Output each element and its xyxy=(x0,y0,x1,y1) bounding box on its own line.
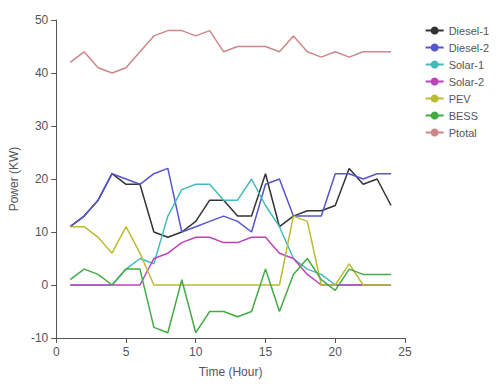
svg-text:Solar-2: Solar-2 xyxy=(449,76,484,88)
svg-text:5: 5 xyxy=(123,345,130,359)
svg-text:20: 20 xyxy=(35,172,49,186)
svg-text:40: 40 xyxy=(35,66,49,80)
svg-text:10: 10 xyxy=(189,345,203,359)
svg-text:Time (Hour): Time (Hour) xyxy=(199,365,263,379)
svg-text:Solar-1: Solar-1 xyxy=(449,59,484,71)
svg-text:BESS: BESS xyxy=(449,110,478,122)
svg-text:Diesel-2: Diesel-2 xyxy=(449,42,489,54)
svg-text:0: 0 xyxy=(42,278,49,292)
svg-text:25: 25 xyxy=(398,345,412,359)
svg-text:10: 10 xyxy=(35,225,49,239)
svg-text:Diesel-1: Diesel-1 xyxy=(449,25,489,37)
svg-text:Power (KW): Power (KW) xyxy=(7,147,21,212)
svg-text:20: 20 xyxy=(329,345,343,359)
svg-text:PEV: PEV xyxy=(449,93,472,105)
svg-text:50: 50 xyxy=(35,13,49,27)
svg-text:Ptotal: Ptotal xyxy=(449,127,477,139)
svg-text:0: 0 xyxy=(53,345,60,359)
svg-text:30: 30 xyxy=(35,119,49,133)
svg-text:-10: -10 xyxy=(31,331,49,345)
svg-text:15: 15 xyxy=(259,345,273,359)
